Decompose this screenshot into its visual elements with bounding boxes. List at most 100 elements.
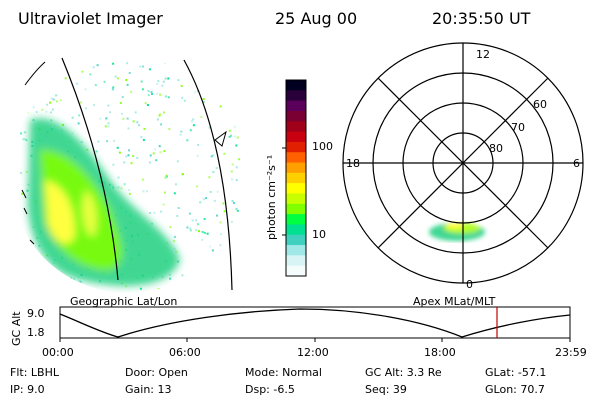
noise-pixel	[24, 138, 27, 141]
noise-pixel	[136, 121, 139, 124]
noise-pixel	[125, 248, 128, 251]
aurora-blob-polar	[429, 223, 485, 241]
noise-pixel	[64, 77, 67, 80]
noise-pixel	[45, 161, 48, 164]
noise-pixel	[215, 70, 217, 73]
noise-pixel	[43, 182, 45, 185]
noise-pixel	[80, 101, 82, 104]
noise-pixel	[161, 276, 164, 278]
noise-pixel	[180, 85, 183, 87]
noise-pixel	[87, 268, 90, 271]
noise-pixel	[75, 169, 78, 171]
colorbar-swatch	[286, 121, 306, 133]
noise-pixel	[43, 174, 46, 177]
noise-pixel	[39, 77, 42, 80]
noise-pixel	[151, 276, 154, 279]
noise-pixel	[125, 155, 128, 158]
noise-pixel	[103, 272, 106, 275]
lat-label-70: 70	[511, 121, 525, 134]
noise-pixel	[147, 94, 150, 97]
meridian-line-2	[183, 59, 233, 291]
noise-pixel	[42, 164, 45, 167]
noise-pixel	[189, 229, 192, 232]
mlt-label-12: 12	[476, 48, 490, 61]
noise-pixel	[195, 185, 198, 188]
footer-ip: IP: 9.0	[10, 383, 45, 396]
noise-pixel	[239, 110, 242, 113]
noise-pixel	[48, 227, 50, 230]
noise-pixel	[225, 60, 228, 63]
noise-pixel	[179, 133, 182, 136]
noise-pixel	[235, 144, 238, 147]
noise-pixel	[195, 219, 198, 222]
noise-pixel	[46, 162, 49, 165]
noise-pixel	[56, 60, 59, 63]
noise-pixel	[128, 149, 130, 152]
noise-pixel	[238, 275, 241, 278]
noise-pixel	[41, 281, 43, 284]
noise-pixel	[147, 90, 150, 93]
timeline-xtick-2359: 23:59	[555, 346, 587, 359]
noise-pixel	[105, 117, 108, 120]
noise-pixel	[201, 230, 204, 233]
timeline-ytick-1.8: 1.8	[27, 326, 45, 339]
noise-pixel	[32, 119, 35, 122]
noise-pixel	[61, 209, 64, 212]
polar-diag-2	[377, 77, 549, 249]
noise-pixel	[51, 108, 54, 111]
noise-pixel	[74, 156, 77, 159]
noise-pixel	[71, 132, 74, 135]
polar-ring-50	[342, 42, 584, 284]
noise-pixel	[77, 223, 80, 226]
noise-pixel	[81, 70, 84, 73]
noise-pixel	[219, 221, 222, 224]
noise-pixel	[160, 123, 162, 126]
noise-pixel	[213, 199, 216, 202]
noise-pixel	[120, 260, 123, 263]
noise-pixel	[208, 126, 211, 129]
noise-pixel	[128, 72, 131, 74]
noise-pixel	[151, 222, 153, 225]
noise-pixel	[80, 141, 83, 144]
noise-pixel	[28, 104, 31, 107]
noise-pixel	[209, 191, 212, 193]
noise-pixel	[188, 212, 191, 215]
noise-pixel	[21, 104, 24, 107]
noise-pixel	[129, 221, 132, 224]
noise-pixel	[213, 89, 216, 92]
noise-pixel	[161, 84, 164, 87]
noise-pixel	[177, 79, 180, 82]
noise-pixel	[154, 272, 157, 275]
noise-pixel	[26, 111, 29, 114]
noise-pixel	[169, 226, 172, 229]
noise-pixel	[140, 80, 143, 83]
colorbar-tick-10: 10	[312, 228, 326, 241]
noise-pixel	[129, 214, 132, 217]
noise-pixel	[134, 111, 137, 114]
noise-pixel	[65, 223, 68, 225]
noise-pixel	[125, 285, 128, 288]
noise-pixel	[165, 242, 168, 245]
noise-pixel	[126, 62, 129, 65]
noise-pixel	[116, 252, 119, 255]
noise-pixel	[111, 88, 114, 91]
noise-pixel	[163, 150, 166, 152]
colorbar-unit-label: photon cm⁻²s⁻¹	[265, 154, 278, 240]
noise-pixel	[128, 192, 131, 195]
noise-pixel	[61, 129, 63, 132]
noise-pixel	[233, 265, 235, 268]
noise-pixel	[122, 117, 125, 120]
noise-pixel	[72, 278, 75, 281]
noise-pixel	[99, 280, 102, 283]
noise-pixel	[236, 209, 239, 212]
noise-pixel	[142, 65, 144, 68]
noise-pixel	[164, 77, 167, 80]
noise-pixel	[32, 226, 35, 229]
noise-pixel	[133, 268, 135, 271]
noise-pixel	[160, 210, 163, 213]
noise-pixel	[70, 177, 73, 180]
noise-pixel	[212, 171, 215, 174]
noise-pixel	[27, 183, 30, 186]
noise-pixel	[204, 279, 207, 282]
